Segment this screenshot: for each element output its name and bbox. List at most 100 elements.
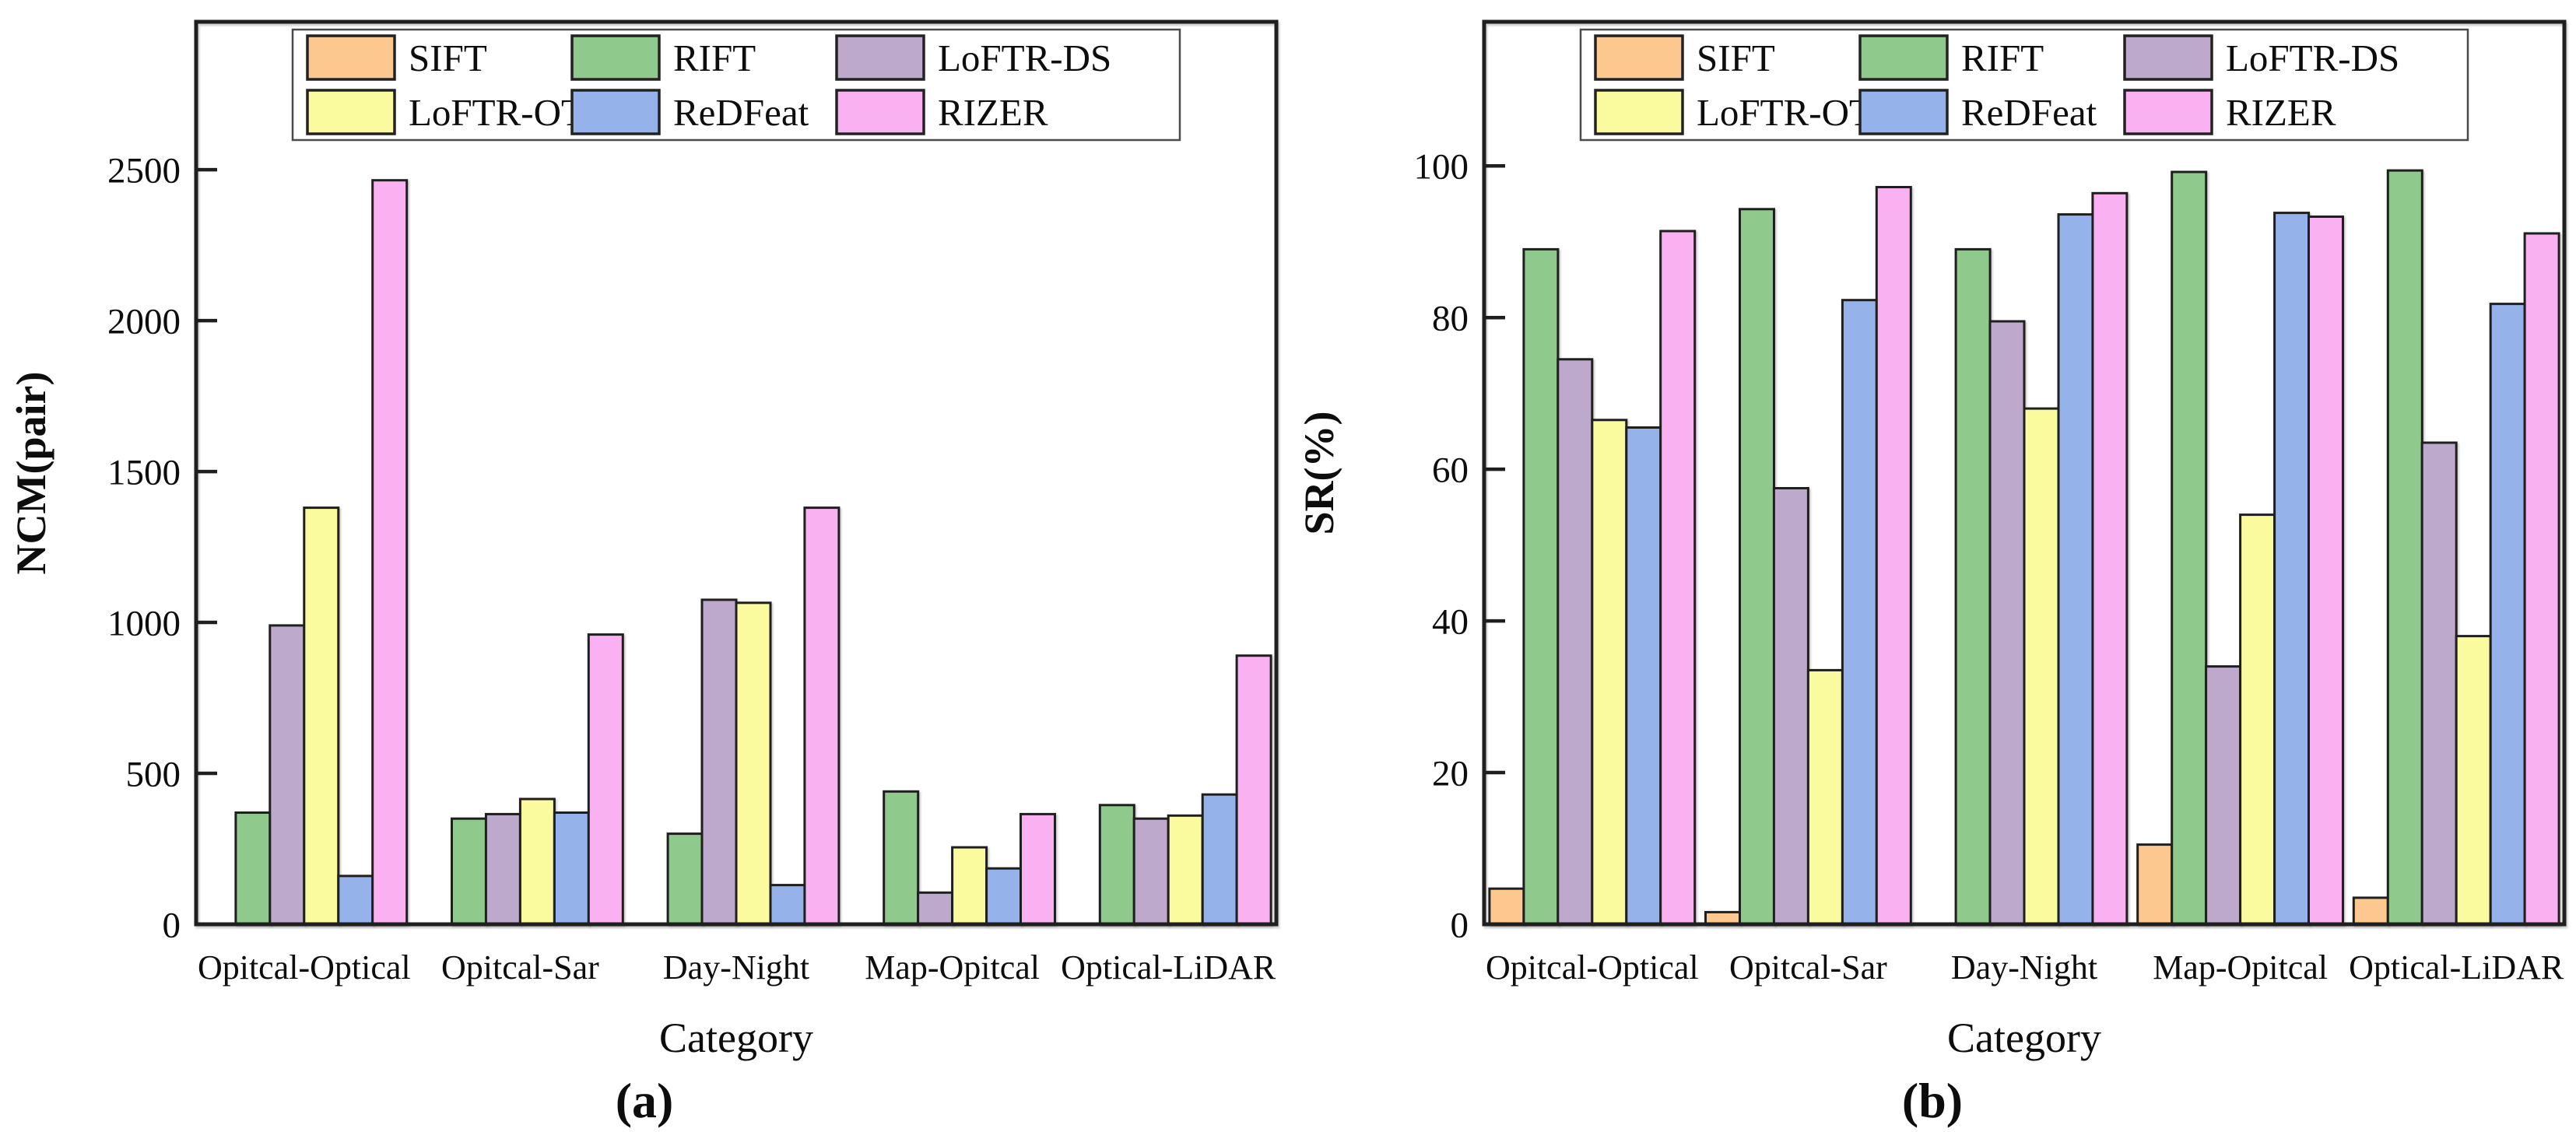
bar-loftr-ot-opitcal-sar xyxy=(1806,668,1844,926)
bar-loftr-ds-day-night xyxy=(700,598,738,926)
legend-swatch-loftr-ot xyxy=(1594,89,1684,135)
legend-label: RIZER xyxy=(2226,91,2336,134)
bar-rizer-day-night xyxy=(2091,191,2129,926)
bar-loftr-ot-optical-lidar xyxy=(2455,635,2492,926)
y-tick-label: 2000 xyxy=(107,302,181,342)
bar-sift-optical-lidar xyxy=(2352,896,2389,926)
legend-swatch-rift xyxy=(1858,34,1949,81)
legend-swatch-sift xyxy=(1594,34,1684,81)
legend-label: LoFTR-DS xyxy=(2226,37,2399,79)
x-tick-label: Day-Night xyxy=(1951,948,2097,987)
bar-loftr-ds-opitcal-optical xyxy=(1556,358,1594,926)
legend-label: LoFTR-OT xyxy=(1697,91,1872,134)
bar-rizer-optical-lidar xyxy=(1235,654,1272,926)
bar-loftr-ds-map-opitcal xyxy=(917,891,954,926)
x-tick-label: Opitcal-Sar xyxy=(1729,948,1887,987)
y-tick-label: 2500 xyxy=(107,151,181,191)
bar-rizer-opitcal-sar xyxy=(1875,186,1912,926)
bar-rizer-opitcal-optical xyxy=(371,179,409,926)
bar-loftr-ot-day-night xyxy=(2023,407,2060,926)
y-tick-label: 40 xyxy=(1432,602,1469,643)
legend-label: LoFTR-DS xyxy=(938,37,1111,79)
legend-label: RIFT xyxy=(1961,37,2044,79)
bar-redfeat-opitcal-sar xyxy=(553,811,590,926)
legend-swatch-redfeat xyxy=(1858,89,1949,135)
bar-redfeat-opitcal-sar xyxy=(1841,299,1878,926)
y-tick-label: 0 xyxy=(1451,905,1469,945)
y-tick-label: 60 xyxy=(1432,450,1469,491)
y-axis-title: NCM(pair) xyxy=(8,372,54,575)
y-tick-label: 500 xyxy=(126,754,181,794)
x-tick-label: Optical-LiDAR xyxy=(2349,948,2564,987)
x-tick-label: Opitcal-Sar xyxy=(441,948,599,987)
legend-swatch-rift xyxy=(570,34,661,81)
bar-redfeat-opitcal-optical xyxy=(1625,426,1662,926)
bar-sift-map-opitcal xyxy=(2136,843,2174,926)
x-tick-label: Opitcal-Optical xyxy=(1486,948,1699,987)
legend-label: ReDFeat xyxy=(673,91,809,134)
bar-rizer-day-night xyxy=(803,506,841,926)
bar-rift-map-opitcal xyxy=(883,790,920,926)
y-tick-label: 0 xyxy=(163,905,181,945)
bar-redfeat-day-night xyxy=(2057,213,2094,926)
x-axis-label: Category xyxy=(1947,1015,2101,1061)
bar-rizer-opitcal-optical xyxy=(1659,230,1697,926)
bar-redfeat-map-opitcal xyxy=(985,867,1023,926)
panel-label: (a) xyxy=(616,1073,674,1128)
bar-rift-optical-lidar xyxy=(1098,804,1135,926)
bar-loftr-ds-optical-lidar xyxy=(2420,441,2458,926)
legend-swatch-redfeat xyxy=(570,89,661,135)
bar-rift-optical-lidar xyxy=(2386,169,2423,926)
plot-frame xyxy=(1482,19,2567,927)
bar-chart-sr: Opitcal-Optical Opitcal-Sar Day-Night Map-O… xyxy=(1296,19,2567,1128)
plot-frame xyxy=(194,19,1279,927)
y-tick-label: 20 xyxy=(1432,753,1469,794)
bar-rift-opitcal-sar xyxy=(1739,208,1775,926)
legend-swatch-sift xyxy=(306,34,396,81)
legend-swatch-loftr-ds xyxy=(2123,34,2213,81)
legend-label: SIFT xyxy=(409,37,487,79)
bar-loftr-ot-map-opitcal xyxy=(2239,513,2276,926)
bar-rift-opitcal-optical xyxy=(234,811,272,926)
bar-sift-opitcal-optical xyxy=(1488,887,1525,926)
legend-swatch-rizer xyxy=(2123,89,2213,135)
bar-loftr-ds-map-opitcal xyxy=(2205,665,2242,926)
x-axis-label: Category xyxy=(659,1015,813,1061)
bar-rift-opitcal-sar xyxy=(451,817,487,926)
bar-loftr-ot-day-night xyxy=(735,601,772,926)
legend-box xyxy=(1579,28,2469,142)
bar-rift-map-opitcal xyxy=(2171,170,2208,926)
legend-label: LoFTR-OT xyxy=(409,91,584,134)
bar-redfeat-day-night xyxy=(769,884,806,926)
legend-box xyxy=(291,28,1181,142)
bar-redfeat-optical-lidar xyxy=(1201,793,1238,926)
bar-rizer-map-opitcal xyxy=(1020,812,1056,926)
bar-rizer-map-opitcal xyxy=(2308,216,2344,926)
bar-rizer-optical-lidar xyxy=(2523,232,2560,926)
bar-loftr-ds-day-night xyxy=(1988,320,2026,926)
bar-loftr-ot-optical-lidar xyxy=(1167,814,1204,926)
bar-loftr-ds-optical-lidar xyxy=(1132,817,1170,926)
x-tick-label: Optical-LiDAR xyxy=(1061,948,1276,987)
legend-swatch-loftr-ds xyxy=(835,34,925,81)
legend-label: SIFT xyxy=(1697,37,1775,79)
chart-panel-a: Opitcal-Optical Opitcal-Sar Day-Night Map-O… xyxy=(8,19,1279,1128)
y-tick-label: 1000 xyxy=(107,603,181,643)
bar-loftr-ot-map-opitcal xyxy=(951,846,988,926)
bar-rift-day-night xyxy=(666,832,704,926)
legend-label: RIFT xyxy=(673,37,756,79)
legend-label: RIZER xyxy=(938,91,1048,134)
bar-loftr-ot-opitcal-optical xyxy=(1591,419,1628,926)
y-axis-title: SR(%) xyxy=(1296,412,1342,535)
bar-rift-opitcal-optical xyxy=(1522,247,1560,926)
y-tick-label: 1500 xyxy=(107,453,181,493)
bar-loftr-ot-opitcal-optical xyxy=(303,506,340,926)
bar-redfeat-optical-lidar xyxy=(2489,303,2526,926)
bar-loftr-ot-opitcal-sar xyxy=(518,797,556,926)
x-tick-label: Day-Night xyxy=(663,948,809,987)
bar-loftr-ds-opitcal-sar xyxy=(1772,487,1809,926)
bar-rizer-opitcal-sar xyxy=(587,633,624,926)
bar-chart-ncm: Opitcal-Optical Opitcal-Sar Day-Night Map-O… xyxy=(8,19,1279,1128)
y-tick-label: 100 xyxy=(1414,147,1469,187)
